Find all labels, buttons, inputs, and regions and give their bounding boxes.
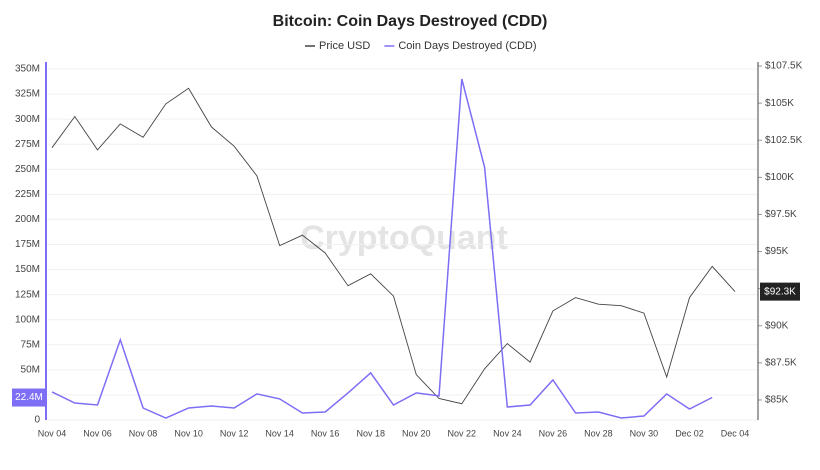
x-tick-label: Dec 04 [721, 428, 750, 438]
y-tick-label: 175M [15, 239, 40, 250]
series-line [51, 78, 713, 419]
y-tick-label: 50M [21, 364, 40, 375]
x-tick-label: Nov 12 [220, 428, 249, 438]
y-tick-label: 100M [15, 314, 40, 325]
x-tick-label: Nov 24 [493, 428, 522, 438]
x-tick-label: Nov 08 [129, 428, 158, 438]
x-tick-label: Nov 28 [584, 428, 613, 438]
y-tick-label: 125M [15, 289, 40, 300]
value-label: $92.3K [764, 286, 796, 297]
x-tick-label: Nov 06 [83, 428, 112, 438]
y2-tick-label: $102.5K [765, 135, 803, 146]
y-tick-label: 325M [15, 89, 40, 100]
y2-tick-label: $95K [765, 246, 789, 257]
x-tick-label: Nov 30 [630, 428, 659, 438]
y-tick-label: 275M [15, 139, 40, 150]
legend-label: Price USD [319, 40, 370, 52]
y-tick-label: 350M [15, 64, 40, 75]
x-tick-label: Nov 10 [174, 428, 203, 438]
y2-tick-label: $107.5K [765, 61, 803, 72]
value-tag [760, 282, 800, 301]
y2-tick-label: $90K [765, 320, 789, 331]
value-tag [12, 388, 46, 407]
y2-tick-label: $85K [765, 395, 789, 406]
x-tick-label: Nov 16 [311, 428, 340, 438]
y-tick-label: 200M [15, 214, 40, 225]
x-tick-label: Nov 20 [402, 428, 431, 438]
x-tick-label: Nov 18 [356, 428, 385, 438]
y-tick-label: 250M [15, 164, 40, 175]
x-tick-label: Nov 22 [448, 428, 477, 438]
value-label: 22.4M [15, 392, 43, 403]
y2-tick-label: $100K [765, 172, 794, 183]
x-tick-label: Dec 02 [675, 428, 704, 438]
watermark: CryptoQuant [300, 219, 508, 257]
chart-title: Bitcoin: Coin Days Destroyed (CDD) [273, 13, 548, 30]
y-tick-label: 150M [15, 264, 40, 275]
y-tick-label: 225M [15, 189, 40, 200]
y-tick-label: 0 [34, 415, 40, 426]
series-line [51, 87, 736, 405]
y2-tick-label: $97.5K [765, 209, 797, 220]
y-tick-label: 300M [15, 114, 40, 125]
x-tick-label: Nov 14 [265, 428, 294, 438]
legend-label: Coin Days Destroyed (CDD) [398, 40, 536, 52]
x-tick-label: Nov 04 [38, 428, 67, 438]
y-tick-label: 75M [21, 339, 40, 350]
y2-tick-label: $87.5K [765, 358, 797, 369]
y2-tick-label: $105K [765, 98, 794, 109]
x-tick-label: Nov 26 [539, 428, 568, 438]
